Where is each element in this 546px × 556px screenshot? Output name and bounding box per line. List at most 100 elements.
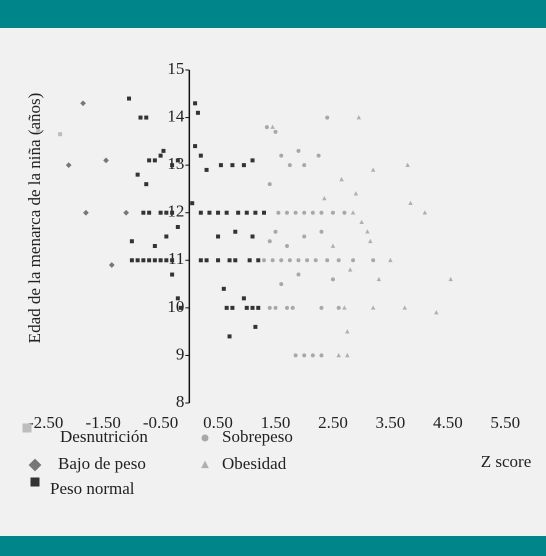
- point: [342, 210, 347, 215]
- point: [262, 210, 267, 215]
- point: [147, 210, 152, 215]
- point: [405, 162, 410, 167]
- y-tick-label: 8: [176, 392, 185, 411]
- legend-label: Bajo de peso: [58, 454, 146, 473]
- point: [448, 276, 453, 282]
- point: [345, 329, 350, 334]
- point: [170, 258, 175, 263]
- point: [230, 163, 235, 168]
- point: [350, 210, 356, 215]
- point: [204, 167, 209, 172]
- point: [253, 210, 258, 215]
- point: [376, 276, 382, 282]
- point: [250, 234, 255, 239]
- point: [241, 163, 246, 168]
- point: [108, 262, 115, 268]
- point: [80, 100, 86, 107]
- legend-marker: [28, 458, 42, 472]
- point: [267, 182, 272, 187]
- point: [216, 258, 221, 263]
- point: [241, 296, 246, 301]
- point: [170, 210, 175, 215]
- point: [370, 305, 376, 310]
- point: [175, 224, 180, 229]
- point: [141, 258, 146, 263]
- point: [247, 258, 252, 263]
- y-axis-label: Edad de la menarca de la niña (años): [25, 93, 44, 344]
- point: [356, 115, 362, 120]
- point: [325, 258, 330, 263]
- x-tick-label: 1.50: [261, 413, 291, 432]
- point: [135, 258, 140, 263]
- y-tick-label: 12: [167, 202, 184, 221]
- point: [147, 258, 152, 263]
- point: [336, 352, 341, 358]
- point: [103, 157, 109, 164]
- point: [279, 258, 284, 263]
- point: [198, 210, 203, 215]
- x-tick-label: 4.50: [433, 413, 463, 432]
- point: [178, 305, 183, 310]
- point: [175, 296, 180, 301]
- point: [368, 238, 373, 244]
- point: [336, 305, 341, 310]
- point: [152, 258, 157, 263]
- point: [195, 110, 200, 115]
- point: [310, 353, 315, 358]
- point: [270, 124, 275, 129]
- point: [322, 195, 327, 201]
- legend-label: Obesidad: [222, 454, 287, 473]
- point: [319, 353, 324, 358]
- legend-label: Sobrepeso: [222, 427, 293, 446]
- top-band: [0, 0, 546, 28]
- point: [233, 258, 238, 263]
- point: [370, 167, 376, 172]
- point: [175, 158, 180, 163]
- legend-label: Desnutrición: [60, 427, 148, 446]
- point: [290, 305, 295, 310]
- point: [36, 128, 41, 133]
- legend-marker: [201, 460, 209, 469]
- point: [434, 310, 439, 315]
- bottom-band: [0, 536, 546, 556]
- point: [279, 153, 284, 158]
- point: [330, 277, 335, 282]
- x-tick-label: 2.50: [318, 413, 348, 432]
- y-tick-label: 11: [168, 249, 184, 268]
- point: [287, 163, 292, 168]
- point: [330, 243, 336, 248]
- point: [422, 210, 428, 215]
- legend-label: Peso normal: [50, 479, 135, 498]
- legend-marker: [22, 423, 32, 433]
- point: [152, 158, 157, 163]
- point: [256, 258, 261, 263]
- point: [310, 210, 315, 215]
- point: [207, 210, 212, 215]
- point: [313, 258, 318, 263]
- point: [127, 96, 132, 101]
- y-tick-label: 10: [167, 297, 184, 316]
- point: [371, 258, 376, 263]
- point: [230, 305, 235, 310]
- point: [253, 324, 258, 329]
- point: [270, 258, 275, 263]
- point: [345, 352, 350, 358]
- point: [305, 258, 310, 263]
- point: [170, 163, 175, 168]
- point: [339, 176, 344, 182]
- point: [152, 244, 157, 249]
- x-tick-label: -0.50: [143, 413, 178, 432]
- point: [123, 209, 130, 216]
- point: [330, 210, 335, 215]
- point: [279, 282, 284, 287]
- point: [284, 305, 289, 310]
- point: [227, 334, 232, 339]
- point: [218, 163, 223, 168]
- point: [302, 163, 307, 168]
- point: [250, 305, 255, 310]
- point: [190, 201, 195, 206]
- point: [296, 148, 301, 153]
- point: [250, 158, 255, 163]
